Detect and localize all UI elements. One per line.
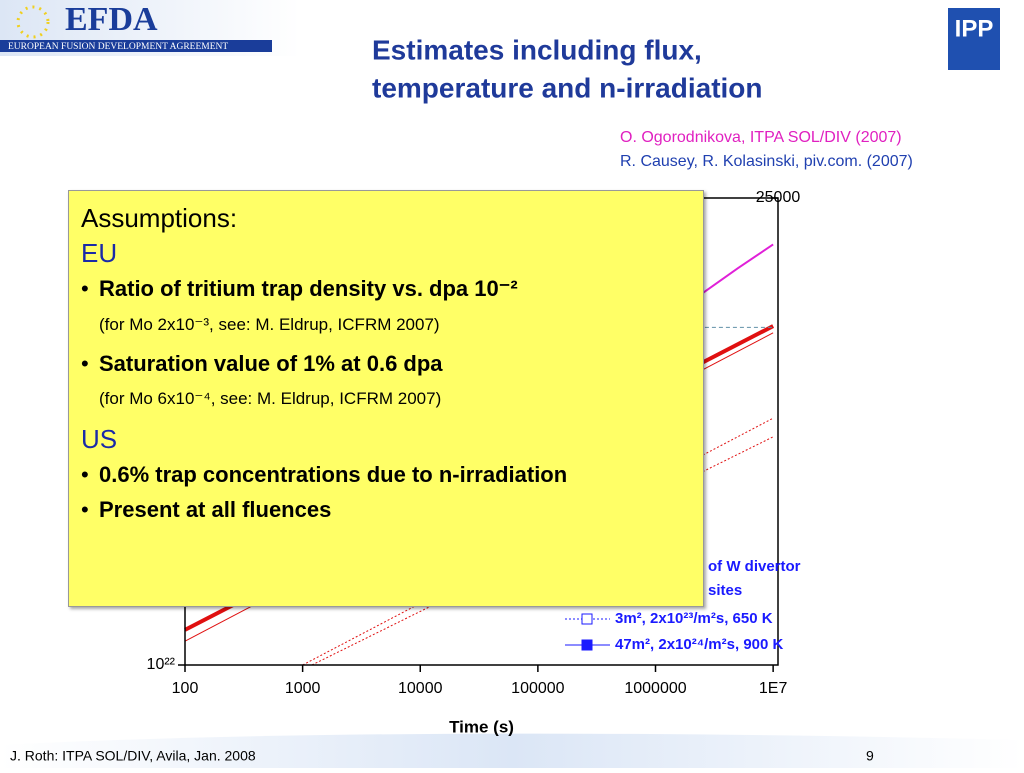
- logo-subtitle: EUROPEAN FUSION DEVELOPMENT AGREEMENT: [8, 42, 228, 52]
- y2-tick-label: 25000: [756, 189, 801, 206]
- x-axis-label: Time (s): [449, 717, 514, 736]
- reference: O. Ogorodnikova, ITPA SOL/DIV (2007): [620, 129, 902, 146]
- x-tick-label: 1000: [285, 680, 321, 697]
- section-title: US: [81, 424, 118, 455]
- footer-swoosh: [0, 733, 1024, 768]
- ipp-logo: [948, 8, 1000, 70]
- bullet: Saturation value of 1% at 0.6 dpa (for Mo…: [81, 350, 691, 411]
- bullet-text: Present at all fluences: [99, 496, 332, 522]
- y-tick-label: 10²²: [147, 656, 176, 673]
- legend-marker: [581, 639, 593, 651]
- box-heading: Assumptions:: [81, 203, 238, 233]
- bullet-text: Ratio of tritium trap density vs. dpa 10…: [99, 276, 518, 301]
- bullet: Present at all fluences: [81, 496, 691, 525]
- bullet-list: Ratio of tritium trap density vs. dpa 10…: [81, 275, 691, 410]
- reference: R. Causey, R. Kolasinski, piv.com. (2007…: [620, 153, 913, 170]
- legend-title: sites: [708, 582, 742, 599]
- logo-bar: [0, 40, 272, 52]
- bullet-text: 0.6% trap concentrations due to n-irradi…: [99, 462, 568, 488]
- logo-text: EFDA: [65, 1, 158, 38]
- x-tick-label: 1000000: [624, 680, 686, 697]
- page-number: 9: [866, 748, 874, 764]
- bullet-list: 0.6% trap concentrations due to n-irradi…: [81, 461, 691, 524]
- data-line: [690, 243, 774, 303]
- bullet-note: (for Mo 6x10⁻⁴, see: M. Eldrup, ICFRM 20…: [99, 389, 442, 409]
- x-tick-label: 100: [172, 680, 199, 697]
- bullet: Ratio of tritium trap density vs. dpa 10…: [81, 275, 691, 336]
- bullet-note: (for Mo 2x10⁻³, see: M. Eldrup, ICFRM 20…: [99, 314, 440, 334]
- legend-title: of W divertor: [708, 558, 801, 575]
- x-tick-label: 100000: [511, 680, 564, 697]
- legend-marker: [581, 613, 593, 625]
- slide-title: Estimates including flux,: [372, 34, 702, 65]
- bullet-text: Saturation value of 1% at 0.6 dpa: [99, 350, 443, 376]
- section-title: EU: [81, 238, 118, 268]
- legend-label: 47m², 2x10²⁴/m²s, 900 K: [615, 636, 784, 653]
- x-tick-label: 1E7: [759, 680, 788, 697]
- bullet: 0.6% trap concentrations due to n-irradi…: [81, 461, 691, 490]
- x-tick-label: 10000: [398, 680, 443, 697]
- ipp-text: IPP: [955, 15, 994, 42]
- slide-title: temperature and n-irradiation: [372, 72, 763, 103]
- footer-text: J. Roth: ITPA SOL/DIV, Avila, Jan. 2008: [10, 748, 256, 764]
- eu-stars: [16, 5, 50, 39]
- assumptions-box: Assumptions: EU Ratio of tritium trap de…: [68, 190, 704, 607]
- legend-label: 3m², 2x10²³/m²s, 650 K: [615, 610, 773, 627]
